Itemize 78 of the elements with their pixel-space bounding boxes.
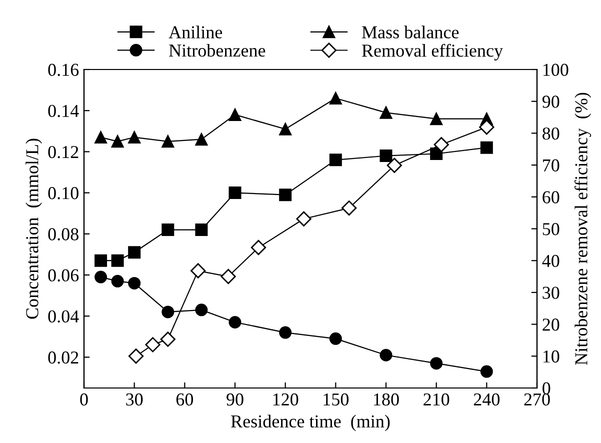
point (111, 254, 124, 267)
point (380, 348, 392, 362)
point (162, 224, 174, 236)
point (128, 246, 141, 259)
y-axis-title: Concentration (mmol/L) (26, 138, 42, 319)
x-tick-label: 90 (226, 393, 244, 406)
y-tick-label: 0.16 (48, 64, 79, 76)
y-tick-label: 0.02 (48, 351, 78, 364)
legend-label: Mass balance (362, 26, 459, 38)
point (329, 92, 342, 105)
point (128, 348, 144, 364)
point (162, 135, 174, 148)
point (279, 122, 292, 136)
point (160, 332, 176, 347)
y2-tick-label: 30 (542, 286, 560, 299)
point (94, 131, 108, 144)
point (94, 254, 108, 267)
x-tick-label: 240 (474, 393, 500, 406)
point (296, 211, 312, 226)
point (111, 135, 124, 148)
legend-label: Nitrobenzene (169, 44, 266, 57)
x-tick-label: 60 (176, 393, 194, 406)
point (380, 150, 392, 162)
point (480, 365, 493, 378)
y2-tick-label: 100 (543, 64, 568, 76)
y2-tick-label: 10 (543, 350, 560, 363)
point (94, 270, 108, 284)
y2-tick-label: 50 (542, 223, 560, 236)
point (190, 263, 206, 278)
point (128, 131, 141, 144)
y-tick-label: 0.06 (48, 269, 79, 282)
y2-axis-title: Nitrobenzene removal efficiency (%) (574, 92, 592, 365)
point (480, 141, 493, 154)
point (228, 316, 242, 328)
y-tick-label: 0.08 (48, 228, 78, 240)
y2-tick-label: 20 (542, 318, 560, 331)
point (195, 224, 208, 236)
y-tick-label: 0.12 (48, 146, 78, 158)
point (279, 326, 292, 339)
point (220, 268, 236, 284)
point (329, 154, 342, 166)
point (380, 106, 392, 119)
point (195, 133, 208, 146)
point (162, 306, 174, 318)
point (228, 108, 242, 121)
point (434, 137, 449, 152)
y-tick-label: 0.14 (48, 104, 79, 118)
x-tick-label: 150 (324, 393, 349, 406)
point (128, 276, 141, 290)
legend-label: Removal efficiency (362, 44, 503, 60)
point (195, 304, 208, 316)
y2-tick-label: 90 (542, 96, 560, 108)
y2-tick-label: 80 (542, 127, 560, 140)
y2-tick-label: 40 (542, 254, 560, 268)
x-tick-label: 120 (273, 393, 298, 406)
x-tick-label: 180 (374, 393, 399, 406)
x-tick-label: 30 (126, 393, 143, 406)
y2-tick-label: 70 (543, 159, 560, 172)
point (111, 274, 124, 288)
y2-tick-label: 0 (542, 382, 550, 394)
x-tick-label: 210 (424, 393, 450, 406)
point (342, 200, 357, 216)
legend-label: Aniline (168, 26, 222, 38)
point (329, 332, 342, 345)
point (430, 357, 443, 370)
x-tick-label: 270 (524, 393, 550, 406)
point (145, 337, 160, 352)
point (250, 240, 266, 256)
x-tick-label: 0 (80, 393, 88, 406)
point (279, 188, 292, 202)
y2-tick-label: 60 (542, 191, 560, 204)
y-tick-label: 0.04 (48, 310, 79, 323)
point (386, 158, 402, 173)
point (479, 120, 494, 135)
x-axis-title: Residence time (min) (231, 414, 390, 432)
point (228, 186, 242, 200)
y-tick-label: 0.10 (48, 187, 78, 200)
point (430, 112, 443, 126)
